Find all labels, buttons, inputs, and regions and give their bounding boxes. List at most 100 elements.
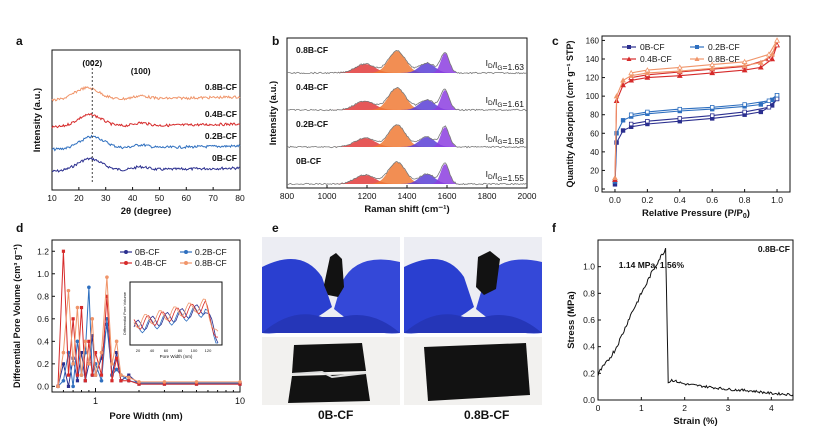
raman-xtick-label: 1600 xyxy=(438,191,457,201)
bet-xtick-label: 0.6 xyxy=(706,195,718,205)
raman-band-fill xyxy=(394,174,460,184)
ratio-part: I xyxy=(486,58,488,68)
pore-inset-series xyxy=(133,299,219,338)
bet-legend-label: 0B-CF xyxy=(640,42,665,52)
pore-legend-marker xyxy=(184,250,188,254)
stress-ytick-label: 1.0 xyxy=(583,262,595,272)
pore-ytick-label: 0.8 xyxy=(37,291,49,301)
pore-marker xyxy=(110,379,114,383)
pore-marker xyxy=(99,378,104,383)
bet-xlabel: Relative Pressure (P/P0) xyxy=(642,208,750,220)
pore-marker xyxy=(71,384,75,389)
bet-marker xyxy=(774,37,780,43)
pore-xlabel: Pore Width (nm) xyxy=(109,411,182,422)
xrd-plot-frame xyxy=(51,49,241,191)
pore-inset-series xyxy=(133,307,218,344)
stress-xtick-label: 0 xyxy=(596,403,601,413)
ratio-part: =1.63 xyxy=(502,62,524,72)
ratio-part: I xyxy=(486,169,488,179)
bet-marker xyxy=(613,93,620,99)
pore-marker xyxy=(61,362,66,366)
bet-ylabel: Quantity Adsorption (cm³ g⁻¹ STP) xyxy=(565,41,575,188)
xrd-annotation-100: (100) xyxy=(131,66,151,76)
pore-marker xyxy=(114,339,119,344)
xrd-series-0.2B-CF xyxy=(51,134,241,152)
bet-marker xyxy=(676,72,683,78)
pore-ytick-label: 1.0 xyxy=(37,269,49,279)
xrd-series-label: 0.4B-CF xyxy=(205,109,237,119)
bet-marker xyxy=(620,81,626,88)
fabric-intact xyxy=(424,343,530,401)
bet-marker xyxy=(628,77,635,83)
stress-ylabel: Stress (MPa) xyxy=(566,291,577,349)
bet-marker xyxy=(709,65,716,71)
bet-legend-label: 0.8B-CF xyxy=(708,54,740,64)
pore-marker xyxy=(56,384,60,389)
pore-marker xyxy=(105,294,109,298)
raman-xtick-label: 1000 xyxy=(318,191,337,201)
bet-marker xyxy=(620,77,626,83)
photo-caption-left: 0B-CF xyxy=(318,408,354,422)
pore-marker xyxy=(61,350,66,355)
panel-label-d: d xyxy=(16,221,23,235)
raman-band-fill xyxy=(323,101,407,110)
xrd-xtick-label: 80 xyxy=(235,193,245,203)
pore-ytick-label: 0.0 xyxy=(37,381,49,391)
ratio-part: D xyxy=(488,137,493,144)
bet-marker xyxy=(766,55,772,62)
pore-inset-xlabel: Pore Width (nm) xyxy=(160,354,193,359)
pore-legend-marker xyxy=(124,261,128,265)
xrd-xtick-label: 50 xyxy=(155,193,165,203)
pore-inset-xtick-label: 60 xyxy=(164,348,169,353)
pore-marker xyxy=(162,382,167,386)
raman-series-label: 0.4B-CF xyxy=(296,82,328,92)
bet-series-0.4B-CF xyxy=(614,44,778,180)
raman-band-fill xyxy=(361,125,433,147)
raman-band-fill xyxy=(394,137,460,147)
pore-marker xyxy=(87,362,91,366)
raman-xtick-label: 800 xyxy=(280,191,294,201)
bet-xtick-label: 1.0 xyxy=(771,195,783,205)
pore-marker xyxy=(127,379,131,383)
pore-inset-xtick-label: 40 xyxy=(150,348,155,353)
raman-xtick-label: 1400 xyxy=(398,191,417,201)
pore-marker xyxy=(83,379,87,383)
pore-inset-xtick-label: 100 xyxy=(191,348,198,353)
fabric-piece-lower xyxy=(288,374,370,403)
stress-xtick-label: 1 xyxy=(639,403,644,413)
pore-marker xyxy=(114,367,119,372)
stress-xtick-label: 2 xyxy=(682,403,687,413)
pore-marker xyxy=(75,339,80,344)
bet-ytick-label: 60 xyxy=(590,129,599,138)
raman-spectrum xyxy=(286,124,527,149)
panel-label-b: b xyxy=(272,34,279,48)
raman-xtick-label: 2000 xyxy=(518,191,537,201)
bet-xtick-label: 0.8 xyxy=(739,195,751,205)
bet-ytick-label: 120 xyxy=(586,74,600,83)
ratio-part: /I xyxy=(493,134,498,144)
bet-xtick-label: 0.2 xyxy=(641,195,653,205)
bet-marker xyxy=(766,105,772,110)
raman-spectrum xyxy=(286,49,528,75)
bet-legend-marker xyxy=(695,45,699,49)
xrd-xtick-label: 10 xyxy=(47,193,57,203)
pore-marker xyxy=(75,305,80,310)
bet-marker xyxy=(757,64,764,70)
pore-marker xyxy=(99,356,104,360)
panel-label-c: c xyxy=(552,34,559,48)
xrd-series-0.4B-CF xyxy=(51,112,241,129)
xrd-series-label: 0.8B-CF xyxy=(205,82,237,92)
pore-marker xyxy=(61,378,66,383)
bet-legend-label: 0.4B-CF xyxy=(640,54,672,64)
pore-marker xyxy=(105,275,109,279)
pore-marker xyxy=(93,373,98,377)
pore-marker xyxy=(90,334,94,338)
raman-xlabel: Raman shift (cm⁻¹) xyxy=(364,204,449,215)
pore-inset-xtick-label: 120 xyxy=(205,348,212,353)
bet-marker xyxy=(628,121,634,127)
pore-marker xyxy=(162,380,167,384)
pore-ytick-label: 0.2 xyxy=(37,359,49,369)
bet-xtick-label: 0.4 xyxy=(674,195,686,205)
raman-series-label: 0B-CF xyxy=(296,156,321,166)
